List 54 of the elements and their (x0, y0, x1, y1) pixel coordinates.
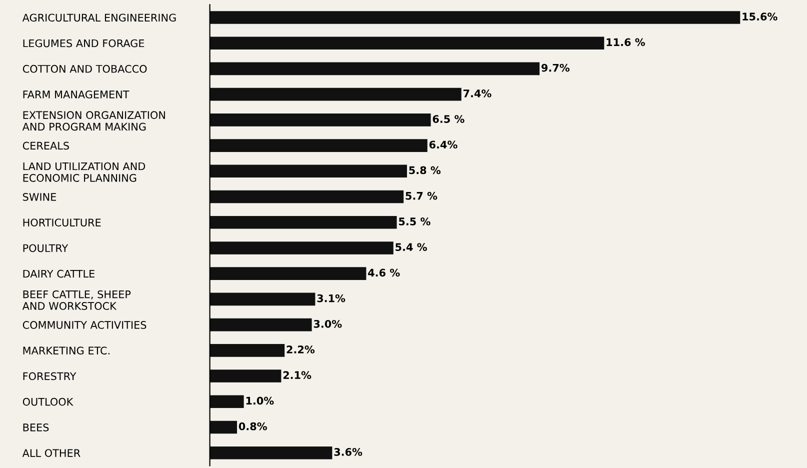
y-tick-label: POULTRY (23, 244, 68, 252)
data-label: 7.4% (463, 89, 492, 98)
data-label: 4.6 % (368, 268, 400, 277)
bar (210, 114, 431, 126)
bar (210, 216, 397, 229)
data-label: 6.5 % (432, 115, 464, 123)
y-tick-label: CEREALS (22, 142, 69, 150)
y-tick-label: COMMUNITY ACTIVITIES (22, 321, 146, 329)
y-tick-label: ALL OTHER (22, 449, 80, 457)
bar (210, 164, 407, 178)
data-label: 6.4% (429, 140, 458, 149)
data-label: 9.7% (541, 64, 570, 72)
data-label: 0.8% (238, 422, 267, 430)
y-tick-label: FARM MANAGEMENT (23, 90, 130, 98)
bar (210, 267, 366, 280)
data-label: 5.4 % (396, 243, 427, 251)
data-label: 11.6 % (606, 38, 645, 46)
data-label: 3.6% (334, 448, 362, 456)
bar (210, 344, 285, 357)
bar (210, 139, 428, 152)
data-label: 5.8 % (409, 166, 441, 174)
data-label: 5.7 % (406, 192, 438, 200)
bar (210, 88, 462, 101)
bar (210, 420, 238, 434)
y-tick-label: OUTLOOK (22, 398, 74, 406)
data-label: 3.0% (314, 320, 342, 328)
y-tick-label: BEEF CATTLE, SHEEP AND WORKSTOCK (22, 290, 131, 310)
y-tick-label: LAND UTILIZATION AND ECONOMIC PLANNING (23, 162, 146, 182)
bar (210, 292, 316, 306)
y-tick-label: AGRICULTURAL ENGINEERING (22, 14, 176, 22)
bar (210, 11, 740, 24)
y-tick-label: MARKETING ETC. (23, 346, 110, 355)
data-label: 5.5 % (398, 218, 430, 226)
y-tick-label: SWINE (23, 192, 56, 201)
y-tick-label: LEGUMES AND FORAGE (23, 39, 144, 48)
y-tick-label: COTTON AND TOBACCO (22, 64, 147, 73)
bar (210, 446, 332, 460)
y-tick-label: FORESTRY (23, 372, 76, 380)
y-tick-label: EXTENSION ORGANIZATION AND PROGRAM MAKING (22, 111, 165, 131)
bar (210, 190, 404, 204)
bar (210, 395, 244, 408)
data-label: 2.1% (283, 371, 312, 380)
bar (210, 242, 394, 254)
bar (210, 62, 540, 76)
bar (210, 370, 282, 382)
data-label: 1.0% (246, 396, 274, 405)
bar (210, 36, 604, 50)
bar (210, 318, 312, 332)
data-label: 2.2% (286, 346, 315, 354)
y-tick-label: HORTICULTURE (23, 218, 101, 226)
data-label: 3.1% (317, 294, 346, 302)
y-tick-label: DAIRY CATTLE (23, 270, 94, 278)
data-label: 15.6% (742, 12, 778, 21)
y-tick-label: BEES (23, 423, 49, 432)
